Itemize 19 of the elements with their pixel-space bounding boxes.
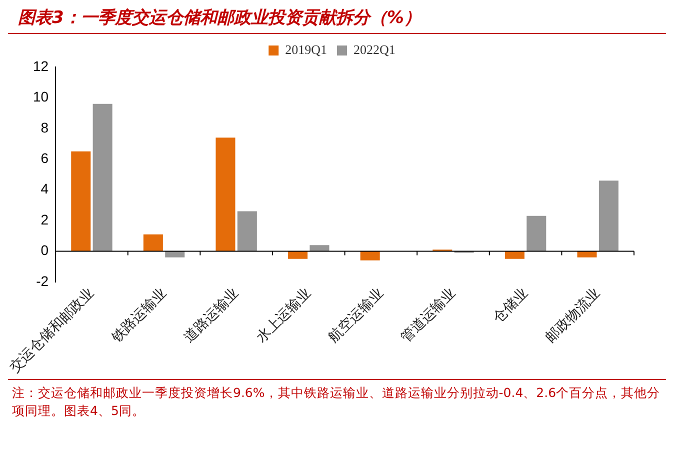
x-tick-label: 管道运输业 [397,284,458,346]
x-tick-label: 水上运输业 [252,284,314,346]
y-tick-label: 12 [32,58,49,74]
x-tick-label: 道路运输业 [180,284,242,346]
chart-title: 图表3：一季度交运仓储和邮政业投资贡献拆分（%） [8,0,666,34]
y-tick-label: 8 [40,119,49,136]
x-tick-label: 邮政物流业 [542,284,603,346]
y-tick-label: 6 [40,150,49,166]
y-tick-label: 4 [40,180,49,197]
legend-label: 2019Q1 [285,42,327,57]
x-tick-label: 仓储业 [489,284,530,326]
x-tick-label: 航空运输业 [324,284,386,346]
legend-label: 2022Q1 [354,42,396,57]
y-tick-label: 0 [40,242,49,258]
y-tick-label: -2 [36,272,49,289]
y-tick-label: 10 [32,88,49,105]
x-tick-label: 铁路运输业 [107,284,169,346]
y-tick-label: 2 [40,211,49,228]
text: 注：交运仓储和邮政业一季度投资增长9.6%，其中铁路运输业、道路运输业分别拉动-0.4、2.6个百分点，其他分项同理。图表4、5同。 [12,384,662,420]
